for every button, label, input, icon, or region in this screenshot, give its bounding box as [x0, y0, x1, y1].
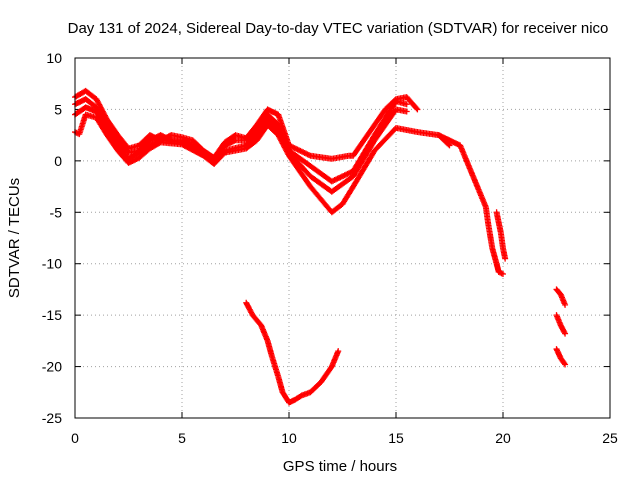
x-tick-label: 10 — [281, 430, 297, 446]
y-tick-label: 0 — [54, 153, 62, 169]
series-track-j — [553, 346, 569, 368]
x-tick-label: 15 — [388, 430, 404, 446]
axis-ticks: 0 5 10 15 20 25 -25 -20 -15 -10 -5 0 5 10 — [42, 50, 618, 446]
series-track-h — [553, 286, 569, 308]
y-tick-label: -25 — [42, 410, 62, 426]
chart-title: Day 131 of 2024, Sidereal Day-to-day VTE… — [68, 20, 609, 37]
plot-frame — [74, 57, 611, 419]
data-points — [72, 87, 569, 406]
x-tick-label: 25 — [602, 430, 618, 446]
y-axis-label: SDTVAR / TECUs — [6, 178, 23, 298]
series-track-e — [435, 132, 506, 277]
series-track-f — [493, 209, 509, 262]
y-tick-label: -15 — [42, 307, 62, 323]
y-tick-label: -10 — [42, 256, 62, 272]
x-tick-label: 0 — [71, 430, 79, 446]
x-tick-label: 20 — [495, 430, 511, 446]
series-track-i — [553, 312, 569, 337]
y-tick-label: -5 — [50, 204, 63, 220]
y-tick-label: -20 — [42, 359, 62, 375]
y-tick-label: 10 — [46, 50, 62, 66]
series-track-g — [243, 299, 342, 406]
grid-lines — [75, 58, 610, 418]
x-tick-label: 5 — [178, 430, 186, 446]
y-tick-label: 5 — [54, 101, 62, 117]
x-axis-label: GPS time / hours — [283, 458, 397, 475]
